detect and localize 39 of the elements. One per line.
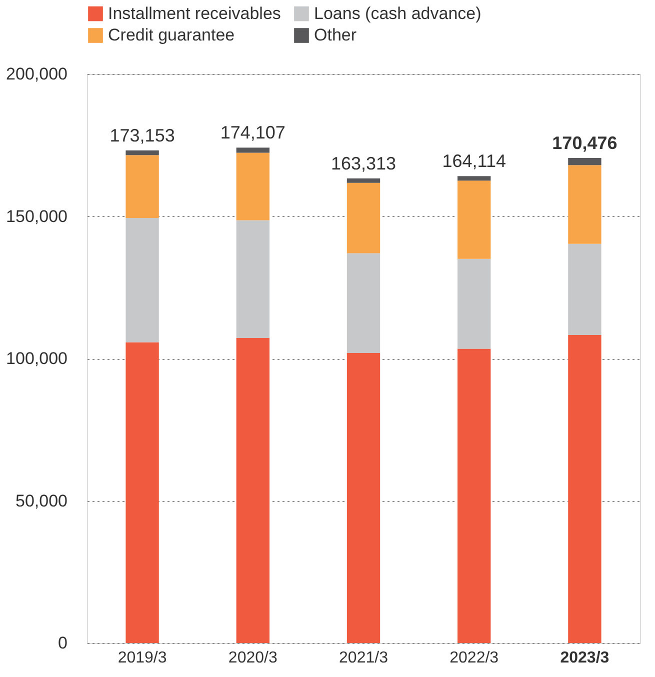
total-label: 174,107 xyxy=(220,122,286,143)
total-label: 170,476 xyxy=(552,132,618,153)
bar xyxy=(236,220,270,338)
bar xyxy=(236,152,270,220)
bar xyxy=(236,148,270,153)
total-label: 173,153 xyxy=(110,125,175,146)
x-tick-label: 2022/3 xyxy=(450,650,499,666)
bar xyxy=(126,150,159,156)
bar xyxy=(346,178,380,183)
legend-label: Loans (cash advance) xyxy=(314,4,482,23)
bar xyxy=(458,180,491,259)
x-tick-label: 2019/3 xyxy=(118,650,167,666)
y-tick-label: 100,000 xyxy=(6,349,68,368)
y-tick-label: 200,000 xyxy=(6,64,68,84)
legend-label: Installment receivables xyxy=(108,4,281,23)
legend-label: Other xyxy=(314,26,357,44)
bar xyxy=(346,353,380,643)
bar xyxy=(568,244,602,335)
bar xyxy=(568,334,602,643)
bar xyxy=(236,338,270,643)
total-label: 164,114 xyxy=(442,151,506,172)
bar xyxy=(126,342,159,643)
x-tick-label: 2021/3 xyxy=(339,650,388,666)
bar xyxy=(568,165,602,244)
total-label: 163,313 xyxy=(330,153,396,174)
bar xyxy=(346,253,380,354)
bar xyxy=(126,155,159,218)
bar xyxy=(346,182,380,254)
y-tick-label: 50,000 xyxy=(16,491,68,510)
bar xyxy=(568,158,602,166)
bar xyxy=(458,258,491,349)
legend-label: Credit guarantee xyxy=(108,26,235,44)
x-tick-label: 2023/3 xyxy=(560,650,610,666)
y-tick-label: 150,000 xyxy=(6,206,68,226)
bar xyxy=(458,348,491,643)
bar xyxy=(458,176,491,181)
x-tick-label: 2020/3 xyxy=(228,650,278,666)
y-tick-label: 0 xyxy=(58,634,68,652)
bar xyxy=(126,218,159,342)
